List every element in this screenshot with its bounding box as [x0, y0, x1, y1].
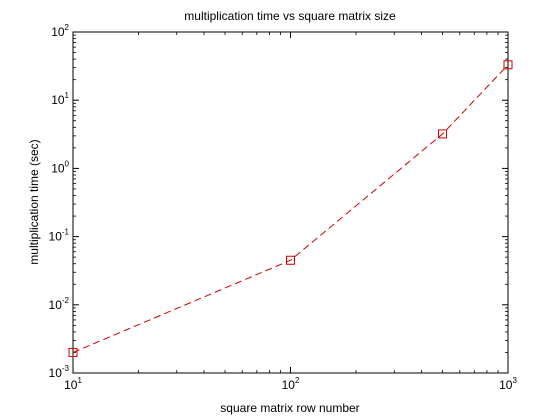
- y-tick-label: 100: [51, 159, 69, 175]
- major-ticks: [72, 31, 509, 374]
- series-line: [72, 64, 509, 353]
- x-tick-label: 102: [282, 376, 300, 392]
- y-tick-label: 10-1: [49, 228, 70, 244]
- data-point-marker: [503, 60, 513, 70]
- data-point-marker: [286, 255, 295, 265]
- y-tick-label: 10-3: [49, 364, 70, 380]
- plot-area: [72, 31, 509, 374]
- x-tick-label: 101: [64, 376, 82, 392]
- y-axis-label: multiplication time (sec): [27, 139, 41, 264]
- minor-ticks: [73, 32, 508, 373]
- x-axis-label: square matrix row number: [220, 401, 359, 415]
- y-tick-label: 102: [51, 23, 69, 39]
- y-tick-label: 10-2: [49, 296, 70, 312]
- x-tick-label: 103: [499, 376, 517, 392]
- data-point-marker: [438, 129, 448, 139]
- data-point-marker: [68, 347, 78, 357]
- y-tick-label: 101: [51, 91, 69, 107]
- series-layer: [68, 60, 513, 357]
- chart-title: multiplication time vs square matrix siz…: [184, 9, 396, 23]
